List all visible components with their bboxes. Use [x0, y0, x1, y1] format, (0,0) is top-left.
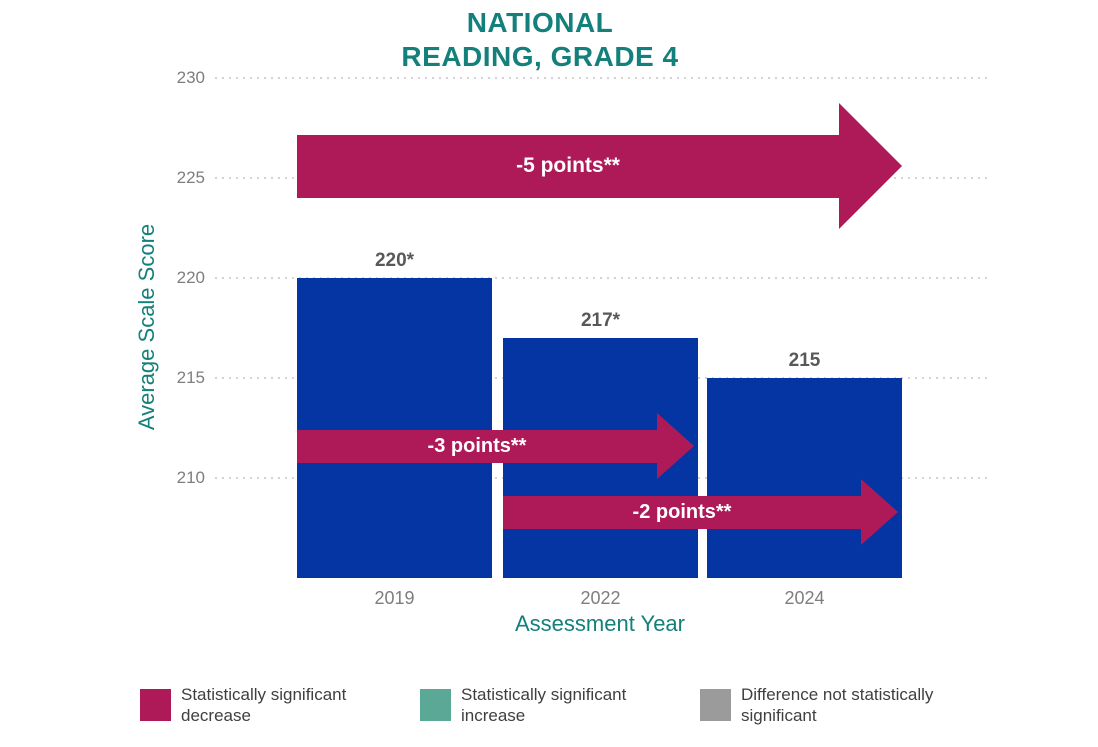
legend-item-not-significant: Difference not statistically significant [700, 684, 981, 726]
y-axis-title: Average Scale Score [134, 223, 159, 431]
legend-label: Statistically significant increase [461, 685, 627, 725]
trend-arrow-label: -3 points** [427, 434, 527, 457]
chart-title-line2: READING, GRADE 4 [401, 41, 679, 72]
x-tick-2019: 2019 [374, 588, 415, 608]
y-tick-225: 225 [176, 168, 205, 187]
decrease-swatch-icon [140, 689, 171, 721]
trend-arrowhead-icon [657, 412, 694, 479]
y-tick-210: 210 [176, 468, 205, 487]
y-tick-215: 215 [176, 368, 205, 387]
trend-arrow-2022-2024: -2 points** [503, 495, 861, 529]
legend-item-significant-increase: Statistically significant increase [420, 684, 661, 726]
y-tick-220: 220 [176, 268, 205, 287]
trend-arrowhead-icon [839, 102, 902, 229]
not-significant-swatch-icon [700, 689, 731, 721]
trend-arrow-label: -2 points** [632, 500, 732, 523]
bar-value-2019: 220* [374, 250, 415, 271]
trend-arrow-2019-2024: -5 points** [297, 134, 839, 198]
trend-arrow-label: -5 points** [516, 154, 620, 177]
bar-2024 [707, 378, 902, 578]
gridline-220 [215, 277, 988, 279]
gridline-230 [215, 77, 988, 79]
plot-area: 230 225 220 215 210 220* 2019 217* 2022 215 2024 -5… [176, 68, 988, 608]
x-tick-2022: 2022 [580, 588, 621, 608]
bar-2019 [297, 278, 492, 578]
bar-value-2022: 217* [580, 310, 621, 331]
x-axis-title: Assessment Year [515, 611, 685, 636]
legend-item-significant-decrease: Statistically significant decrease [140, 684, 381, 726]
increase-swatch-icon [420, 689, 451, 721]
legend: Statistically significant decrease Stati… [0, 684, 1098, 740]
chart-title: NATIONAL READING, GRADE 4 [190, 6, 890, 74]
legend-label: Statistically significant decrease [181, 685, 347, 725]
chart-title-line1: NATIONAL [466, 7, 614, 38]
trend-arrowhead-icon [861, 478, 898, 545]
bar-value-2024: 215 [788, 350, 821, 371]
legend-label: Difference not statistically significant [741, 685, 934, 725]
trend-arrow-2019-2022: -3 points** [297, 429, 657, 463]
y-tick-230: 230 [176, 68, 205, 87]
x-tick-2024: 2024 [784, 588, 825, 608]
